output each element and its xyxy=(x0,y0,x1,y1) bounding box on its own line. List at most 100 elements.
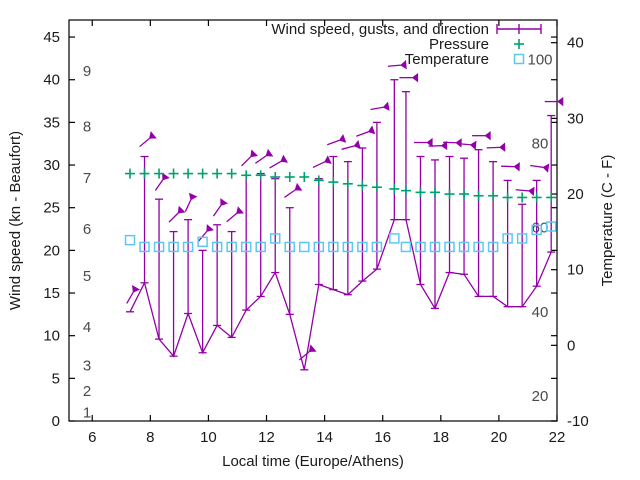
arrow-shaft xyxy=(327,139,340,146)
arrow-head xyxy=(236,206,244,214)
arrow-head xyxy=(324,155,332,164)
arrow-shaft xyxy=(255,155,267,164)
arrow-head xyxy=(484,130,491,141)
temperature-marker xyxy=(139,241,150,253)
beaufort-label: 6 xyxy=(83,221,91,238)
y-tick-label: 0 xyxy=(52,413,60,430)
arrow-shaft xyxy=(269,160,282,169)
pressure-marker xyxy=(430,187,440,198)
temperature-marker xyxy=(531,224,542,236)
y-tick-label: 25 xyxy=(43,200,60,217)
wind-direction-arrow xyxy=(443,138,462,148)
wind-direction-arrow xyxy=(184,192,198,212)
pressure-marker xyxy=(357,180,368,191)
pressure-marker xyxy=(342,178,353,189)
wind-direction-arrow xyxy=(284,182,303,198)
temperature-marker xyxy=(240,241,252,253)
wind-direction-arrow xyxy=(399,72,419,83)
pressure-marker xyxy=(531,192,542,203)
wind-direction-arrow xyxy=(312,155,332,169)
temperature-marker xyxy=(429,241,441,253)
temperature-marker xyxy=(284,241,296,253)
arrow-shaft xyxy=(370,106,384,111)
plot-border xyxy=(68,19,558,422)
pressure-marker xyxy=(168,168,179,179)
temperature-marker xyxy=(389,233,400,244)
pressure-marker xyxy=(313,175,324,186)
pressure-marker xyxy=(502,192,513,203)
temperature-marker xyxy=(153,241,165,253)
wind-direction-arrow xyxy=(241,149,259,167)
x-tick-label: 16 xyxy=(374,429,391,446)
y-tick-label: 5 xyxy=(52,370,60,387)
pressure-marker xyxy=(517,192,528,203)
pressure-marker xyxy=(389,183,400,194)
temperature-marker xyxy=(211,241,223,253)
legend-temperature-square xyxy=(513,53,525,65)
pressure-marker xyxy=(154,168,165,179)
pressure-marker xyxy=(183,168,194,179)
pressure-marker xyxy=(255,170,266,181)
temperature-marker xyxy=(269,233,281,244)
arrow-shaft xyxy=(284,189,296,198)
y-tick-label: 45 xyxy=(43,29,60,46)
temperature-marker xyxy=(473,241,484,253)
temperature-marker xyxy=(371,241,383,253)
pressure-marker xyxy=(197,168,208,179)
temperature-marker xyxy=(182,241,194,253)
arrow-shaft xyxy=(184,199,192,212)
arrow-shaft xyxy=(298,351,310,361)
pressure-marker xyxy=(328,177,339,188)
y2-tick-label: 0 xyxy=(567,337,575,354)
y2-axis-title: Temperature (C - F) xyxy=(599,155,616,287)
temperature-marker xyxy=(255,241,266,253)
arrow-head xyxy=(440,140,448,151)
legend-label: Temperature xyxy=(405,51,489,68)
arrow-head xyxy=(469,140,477,150)
y2-tick-label: 30 xyxy=(567,110,584,127)
pressure-marker xyxy=(444,189,455,200)
arrow-shaft xyxy=(530,164,544,168)
y-tick-label: 10 xyxy=(43,328,60,345)
beaufort-label: 1 xyxy=(83,404,91,421)
arrow-head xyxy=(455,138,462,148)
arrow-shaft xyxy=(212,205,222,217)
temperature-marker xyxy=(487,241,499,253)
y-tick-label: 15 xyxy=(43,285,60,302)
arrow-head xyxy=(557,96,564,107)
wind-direction-arrow xyxy=(168,205,186,223)
data-layer xyxy=(124,59,564,371)
legend-layer: Wind speed, gusts, and directionPressure… xyxy=(271,21,542,68)
pressure-marker xyxy=(241,170,252,181)
wind-direction-arrow xyxy=(298,344,317,361)
wind-direction-arrow xyxy=(370,101,390,111)
wind-direction-arrow xyxy=(356,125,376,137)
y-tick-label: 40 xyxy=(43,72,60,89)
beaufort-label: 2 xyxy=(83,383,91,400)
x-tick-label: 6 xyxy=(88,429,96,446)
beaufort-label: 3 xyxy=(83,358,91,375)
temperature-marker xyxy=(313,241,325,253)
arrow-head xyxy=(188,192,198,201)
wind-direction-arrow xyxy=(341,139,361,150)
temperature-marker xyxy=(328,241,339,253)
fahrenheit-label: 40 xyxy=(532,304,549,321)
y2-tick-label: 40 xyxy=(567,35,584,52)
beaufort-label: 9 xyxy=(83,63,91,80)
pressure-marker xyxy=(212,168,223,179)
temperature-marker xyxy=(168,241,179,253)
wind-direction-arrow xyxy=(212,198,228,217)
temperature-marker xyxy=(342,241,354,253)
arrow-head xyxy=(400,59,407,70)
arrow-head xyxy=(382,101,390,111)
wind-direction-arrow xyxy=(139,131,157,148)
arrow-shaft xyxy=(515,189,529,192)
arrow-shaft xyxy=(197,230,208,242)
arrow-shaft xyxy=(226,212,238,223)
temperature-marker xyxy=(299,241,310,253)
legend-label: Pressure xyxy=(429,36,489,53)
x-tick-label: 10 xyxy=(200,429,217,446)
arrow-shaft xyxy=(241,156,252,167)
pressure-marker xyxy=(488,190,499,201)
y-tick-label: 35 xyxy=(43,114,60,131)
